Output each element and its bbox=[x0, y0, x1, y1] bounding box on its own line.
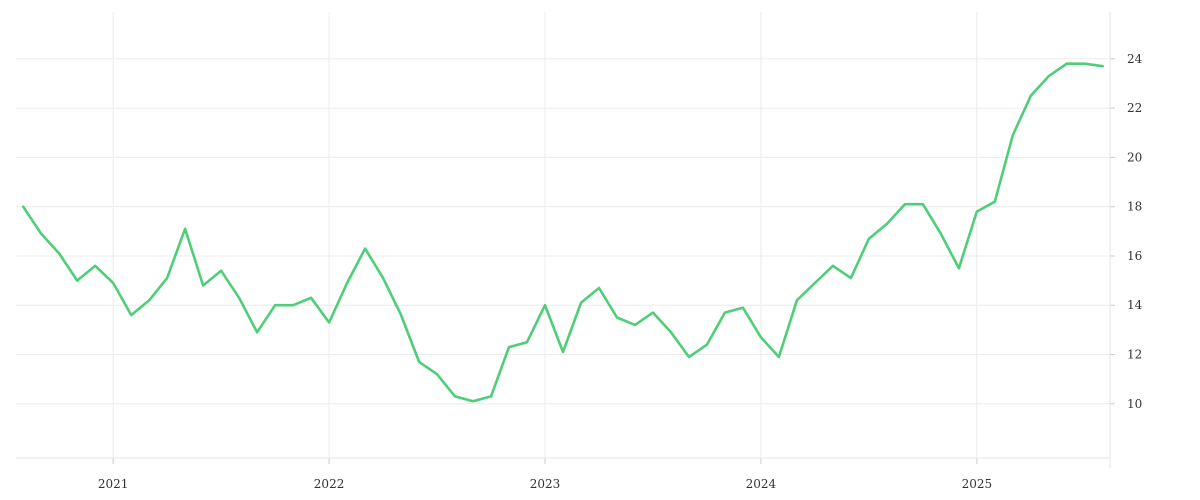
y-tick-label: 12 bbox=[1127, 348, 1142, 362]
x-tick-label: 2025 bbox=[962, 477, 993, 491]
y-tick-label: 20 bbox=[1127, 150, 1142, 164]
y-tick-label: 16 bbox=[1127, 249, 1142, 263]
grid-lines bbox=[16, 12, 1110, 458]
y-tick-label: 18 bbox=[1127, 200, 1142, 214]
y-tick-label: 22 bbox=[1127, 101, 1142, 115]
x-tick-label: 2024 bbox=[746, 477, 777, 491]
series-layer bbox=[21, 62, 1105, 403]
y-tick-label: 14 bbox=[1127, 298, 1143, 312]
series-line bbox=[21, 62, 1105, 403]
axes bbox=[16, 12, 1115, 468]
y-tick-label: 10 bbox=[1127, 397, 1142, 411]
y-tick-label: 24 bbox=[1127, 52, 1143, 66]
x-tick-label: 2023 bbox=[530, 477, 561, 491]
x-tick-label: 2021 bbox=[98, 477, 129, 491]
x-tick-label: 2022 bbox=[314, 477, 345, 491]
